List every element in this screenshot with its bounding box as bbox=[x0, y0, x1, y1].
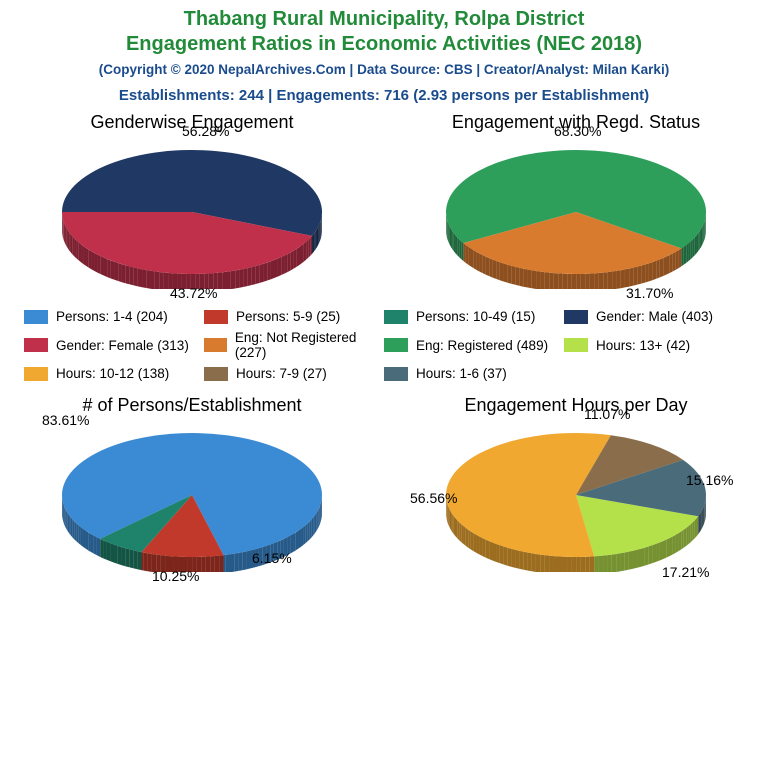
legend-item: Persons: 5-9 (25) bbox=[204, 309, 384, 324]
legend-item: Hours: 10-12 (138) bbox=[24, 366, 204, 381]
title-line2: Engagement Ratios in Economic Activities… bbox=[0, 33, 768, 56]
chart-gender: Genderwise Engagement 56.28%43.72% bbox=[12, 112, 372, 297]
pie-persons: 83.61%10.25%6.15% bbox=[52, 420, 332, 580]
pie-slice-label: 83.61% bbox=[42, 412, 89, 428]
infographic-root: Thabang Rural Municipality, Rolpa Distri… bbox=[0, 8, 768, 776]
pie-slice-label: 56.56% bbox=[410, 490, 457, 506]
pie-slice-label: 31.70% bbox=[626, 285, 673, 301]
legend-item: Eng: Registered (489) bbox=[384, 330, 564, 360]
legend: Persons: 1-4 (204) Persons: 5-9 (25) Perso… bbox=[24, 309, 744, 387]
legend-label: Hours: 13+ (42) bbox=[596, 338, 690, 353]
legend-label: Gender: Male (403) bbox=[596, 309, 713, 324]
legend-label: Persons: 10-49 (15) bbox=[416, 309, 535, 324]
copyright-line: (Copyright © 2020 NepalArchives.Com | Da… bbox=[0, 62, 768, 77]
legend-item: Eng: Not Registered (227) bbox=[204, 330, 384, 360]
charts-row-1: Genderwise Engagement 56.28%43.72% Engag… bbox=[0, 112, 768, 297]
title-line1: Thabang Rural Municipality, Rolpa Distri… bbox=[0, 8, 768, 31]
chart-hours-title: Engagement Hours per Day bbox=[396, 395, 756, 416]
legend-label: Hours: 7-9 (27) bbox=[236, 366, 327, 381]
pie-regd: 68.30%31.70% bbox=[436, 137, 716, 297]
legend-item: Hours: 1-6 (37) bbox=[384, 366, 564, 381]
pie-slice-label: 10.25% bbox=[152, 568, 199, 584]
legend-label: Gender: Female (313) bbox=[56, 338, 189, 353]
pie-slice-label: 6.15% bbox=[252, 550, 292, 566]
legend-item: Hours: 7-9 (27) bbox=[204, 366, 384, 381]
legend-swatch bbox=[384, 367, 408, 381]
legend-label: Eng: Not Registered (227) bbox=[235, 330, 384, 360]
legend-label: Persons: 5-9 (25) bbox=[236, 309, 340, 324]
legend-swatch bbox=[204, 338, 227, 352]
legend-item: Gender: Female (313) bbox=[24, 330, 204, 360]
legend-item: Persons: 10-49 (15) bbox=[384, 309, 564, 324]
charts-row-2: # of Persons/Establishment 83.61%10.25%6… bbox=[0, 395, 768, 580]
chart-hours: Engagement Hours per Day 17.21%56.56%11.… bbox=[396, 395, 756, 580]
pie-hours: 17.21%56.56%11.07%15.16% bbox=[436, 420, 716, 580]
stats-line: Establishments: 244 | Engagements: 716 (… bbox=[0, 87, 768, 104]
pie-slice-label: 56.28% bbox=[182, 123, 229, 139]
legend-label: Persons: 1-4 (204) bbox=[56, 309, 168, 324]
legend-item: Hours: 13+ (42) bbox=[564, 330, 744, 360]
legend-swatch bbox=[564, 338, 588, 352]
legend-swatch bbox=[564, 310, 588, 324]
legend-item: Gender: Male (403) bbox=[564, 309, 744, 324]
legend-label: Hours: 1-6 (37) bbox=[416, 366, 507, 381]
legend-swatch bbox=[24, 338, 48, 352]
pie-slice-label: 15.16% bbox=[686, 472, 733, 488]
legend-item: Persons: 1-4 (204) bbox=[24, 309, 204, 324]
pie-gender: 56.28%43.72% bbox=[52, 137, 332, 297]
legend-swatch bbox=[24, 367, 48, 381]
chart-regd: Engagement with Regd. Status 68.30%31.70… bbox=[396, 112, 756, 297]
legend-swatch bbox=[204, 310, 228, 324]
pie-slice-label: 11.07% bbox=[584, 406, 630, 422]
pie-slice-label: 17.21% bbox=[662, 564, 709, 580]
legend-swatch bbox=[384, 310, 408, 324]
legend-label: Eng: Registered (489) bbox=[416, 338, 548, 353]
chart-persons: # of Persons/Establishment 83.61%10.25%6… bbox=[12, 395, 372, 580]
legend-swatch bbox=[384, 338, 408, 352]
legend-swatch bbox=[24, 310, 48, 324]
legend-swatch bbox=[204, 367, 228, 381]
pie-slice-label: 43.72% bbox=[170, 285, 217, 301]
legend-label: Hours: 10-12 (138) bbox=[56, 366, 169, 381]
pie-slice-label: 68.30% bbox=[554, 123, 601, 139]
